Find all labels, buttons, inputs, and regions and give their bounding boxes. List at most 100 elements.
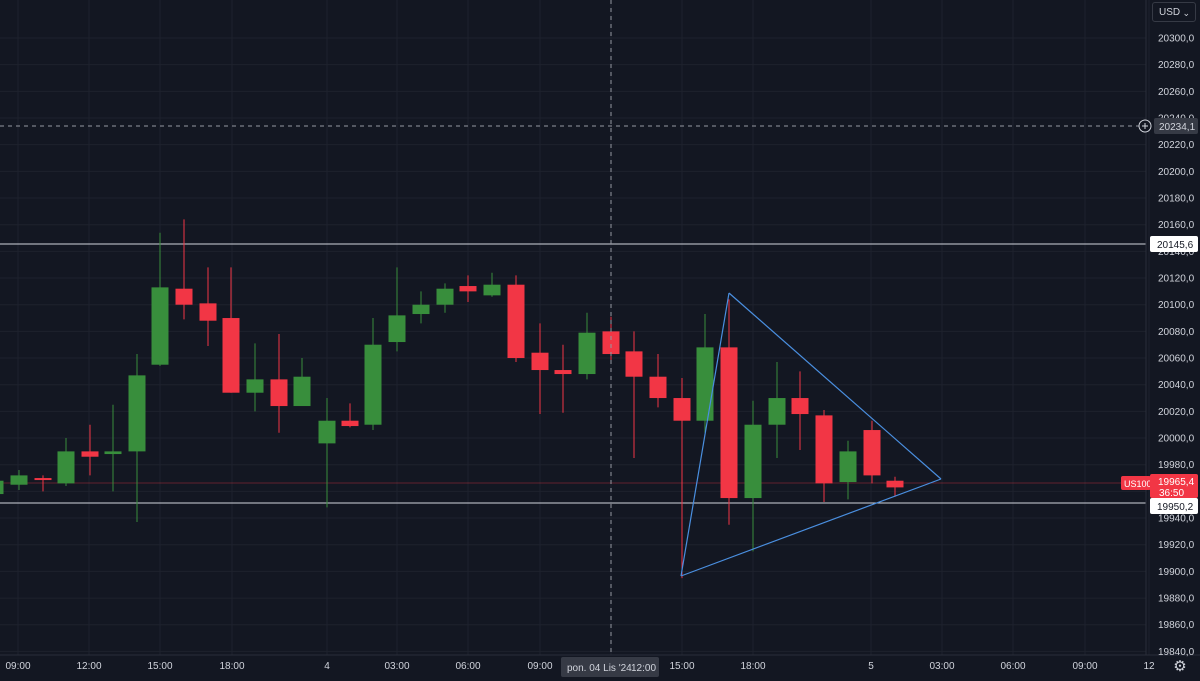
price-tick-label: 20140,0 bbox=[1158, 247, 1195, 258]
candle-body[interactable] bbox=[10, 475, 28, 485]
support-value: 19950,2 bbox=[1157, 502, 1194, 513]
candle-body[interactable] bbox=[175, 288, 193, 305]
currency-label: USD bbox=[1159, 7, 1181, 18]
candle-body[interactable] bbox=[388, 315, 406, 343]
candle-body[interactable] bbox=[270, 379, 288, 407]
candle-body[interactable] bbox=[602, 331, 620, 355]
price-tick-label: 19900,0 bbox=[1158, 567, 1195, 578]
triangle-lower-line[interactable] bbox=[680, 478, 942, 577]
candle-body[interactable] bbox=[57, 451, 75, 484]
candle-body[interactable] bbox=[364, 344, 382, 425]
time-tick-label: 06:00 bbox=[455, 661, 480, 672]
candle-body[interactable] bbox=[531, 352, 549, 371]
price-tick-label: 20040,0 bbox=[1158, 380, 1195, 391]
time-tick-label: 09:00 bbox=[1072, 661, 1097, 672]
symbol-price-label: US100 19965,4 36:50 bbox=[1121, 474, 1198, 499]
candle-body[interactable] bbox=[863, 430, 881, 476]
candle-body[interactable] bbox=[151, 287, 169, 365]
price-tick-label: 19880,0 bbox=[1158, 594, 1195, 605]
time-axis[interactable]: 09:00 12:00 15:00 18:00 4 03:00 06:00 09:00 15:0… bbox=[5, 661, 1155, 672]
price-tick-label: 20220,0 bbox=[1158, 140, 1195, 151]
crosshair-price-label: 20234,1 bbox=[1138, 118, 1198, 134]
candle-body[interactable] bbox=[768, 398, 786, 425]
candles[interactable] bbox=[0, 219, 904, 579]
chart-grid bbox=[0, 0, 1150, 655]
last-price: 19965,4 bbox=[1158, 477, 1195, 488]
candle-body[interactable] bbox=[34, 478, 52, 481]
candle-body[interactable] bbox=[412, 304, 430, 315]
price-axis[interactable]: 20300,020280,020260,020240,020220,020200… bbox=[1158, 34, 1195, 658]
currency-selector[interactable]: USD ⌄ bbox=[1152, 2, 1196, 22]
time-tick-label: 15:00 bbox=[147, 661, 172, 672]
time-tick-label: 06:00 bbox=[1000, 661, 1025, 672]
candle-body[interactable] bbox=[720, 347, 738, 499]
candle-body[interactable] bbox=[459, 286, 477, 292]
price-tick-label: 20280,0 bbox=[1158, 60, 1195, 71]
resistance-price-label: 20145,6 bbox=[1150, 236, 1198, 252]
crosshair-time: 12:00 bbox=[631, 663, 656, 674]
candle-body[interactable] bbox=[483, 284, 501, 296]
time-tick-label: 15:00 bbox=[669, 661, 694, 672]
time-tick-label: 18:00 bbox=[740, 661, 765, 672]
resistance-value: 20145,6 bbox=[1157, 240, 1194, 251]
price-tick-label: 19860,0 bbox=[1158, 620, 1195, 631]
candle-body[interactable] bbox=[744, 424, 762, 499]
time-tick-label: 12:00 bbox=[76, 661, 101, 672]
time-tick-label: 03:00 bbox=[384, 661, 409, 672]
price-tick-label: 20180,0 bbox=[1158, 194, 1195, 205]
time-tick-label: 03:00 bbox=[929, 661, 954, 672]
candle-body[interactable] bbox=[625, 351, 643, 377]
crosshair-date: pon. 04 Lis '24 bbox=[567, 663, 632, 674]
candle-body[interactable] bbox=[436, 288, 454, 305]
candle-body[interactable] bbox=[815, 415, 833, 484]
candle-body[interactable] bbox=[199, 303, 217, 321]
price-tick-label: 20160,0 bbox=[1158, 220, 1195, 231]
time-tick-label: 09:00 bbox=[5, 661, 30, 672]
time-tick-label: 5 bbox=[868, 661, 874, 672]
time-tick-label: 4 bbox=[324, 661, 330, 672]
price-tick-label: 19840,0 bbox=[1158, 647, 1195, 658]
time-tick-label: 09:00 bbox=[527, 661, 552, 672]
price-tick-label: 19920,0 bbox=[1158, 540, 1195, 551]
candle-body[interactable] bbox=[696, 347, 714, 421]
candle-body[interactable] bbox=[649, 376, 667, 399]
price-tick-label: 20260,0 bbox=[1158, 87, 1195, 98]
price-tick-label: 20200,0 bbox=[1158, 167, 1195, 178]
symbol-name: US100 bbox=[1124, 479, 1152, 489]
candle-body[interactable] bbox=[222, 318, 240, 393]
crosshair-time-label: pon. 04 Lis '24 12:00 bbox=[561, 657, 659, 677]
chevron-down-icon: ⌄ bbox=[1182, 8, 1190, 18]
candle-body[interactable] bbox=[791, 398, 809, 415]
candle-body[interactable] bbox=[318, 420, 336, 444]
time-tick-label: 18:00 bbox=[219, 661, 244, 672]
candle-body[interactable] bbox=[128, 375, 146, 452]
candle-body[interactable] bbox=[507, 284, 525, 359]
gear-icon[interactable]: ⚙ bbox=[1173, 658, 1187, 675]
price-tick-label: 20000,0 bbox=[1158, 434, 1195, 445]
candle-body[interactable] bbox=[0, 480, 4, 495]
triangle-pattern[interactable] bbox=[680, 292, 942, 577]
candle-body[interactable] bbox=[104, 451, 122, 455]
triangle-upper-line[interactable] bbox=[728, 292, 942, 480]
crosshair-price-value: 20234,1 bbox=[1159, 122, 1196, 133]
price-tick-label: 20300,0 bbox=[1158, 34, 1195, 45]
price-tick-label: 20120,0 bbox=[1158, 274, 1195, 285]
price-tick-label: 20080,0 bbox=[1158, 327, 1195, 338]
candle-body[interactable] bbox=[554, 370, 572, 375]
candle-body[interactable] bbox=[293, 376, 311, 407]
candle-body[interactable] bbox=[246, 379, 264, 393]
price-tick-label: 20100,0 bbox=[1158, 300, 1195, 311]
candle-body[interactable] bbox=[886, 480, 904, 488]
candle-body[interactable] bbox=[341, 420, 359, 427]
support-price-label: 19950,2 bbox=[1150, 498, 1198, 514]
price-tick-label: 19980,0 bbox=[1158, 460, 1195, 471]
bar-countdown: 36:50 bbox=[1159, 488, 1184, 499]
candle-body[interactable] bbox=[578, 332, 596, 375]
price-tick-label: 20020,0 bbox=[1158, 407, 1195, 418]
candle-body[interactable] bbox=[839, 451, 857, 483]
triangle-left-line[interactable] bbox=[680, 292, 730, 577]
price-tick-label: 19940,0 bbox=[1158, 514, 1195, 525]
candle-body[interactable] bbox=[81, 451, 99, 457]
candle-body[interactable] bbox=[673, 398, 691, 421]
